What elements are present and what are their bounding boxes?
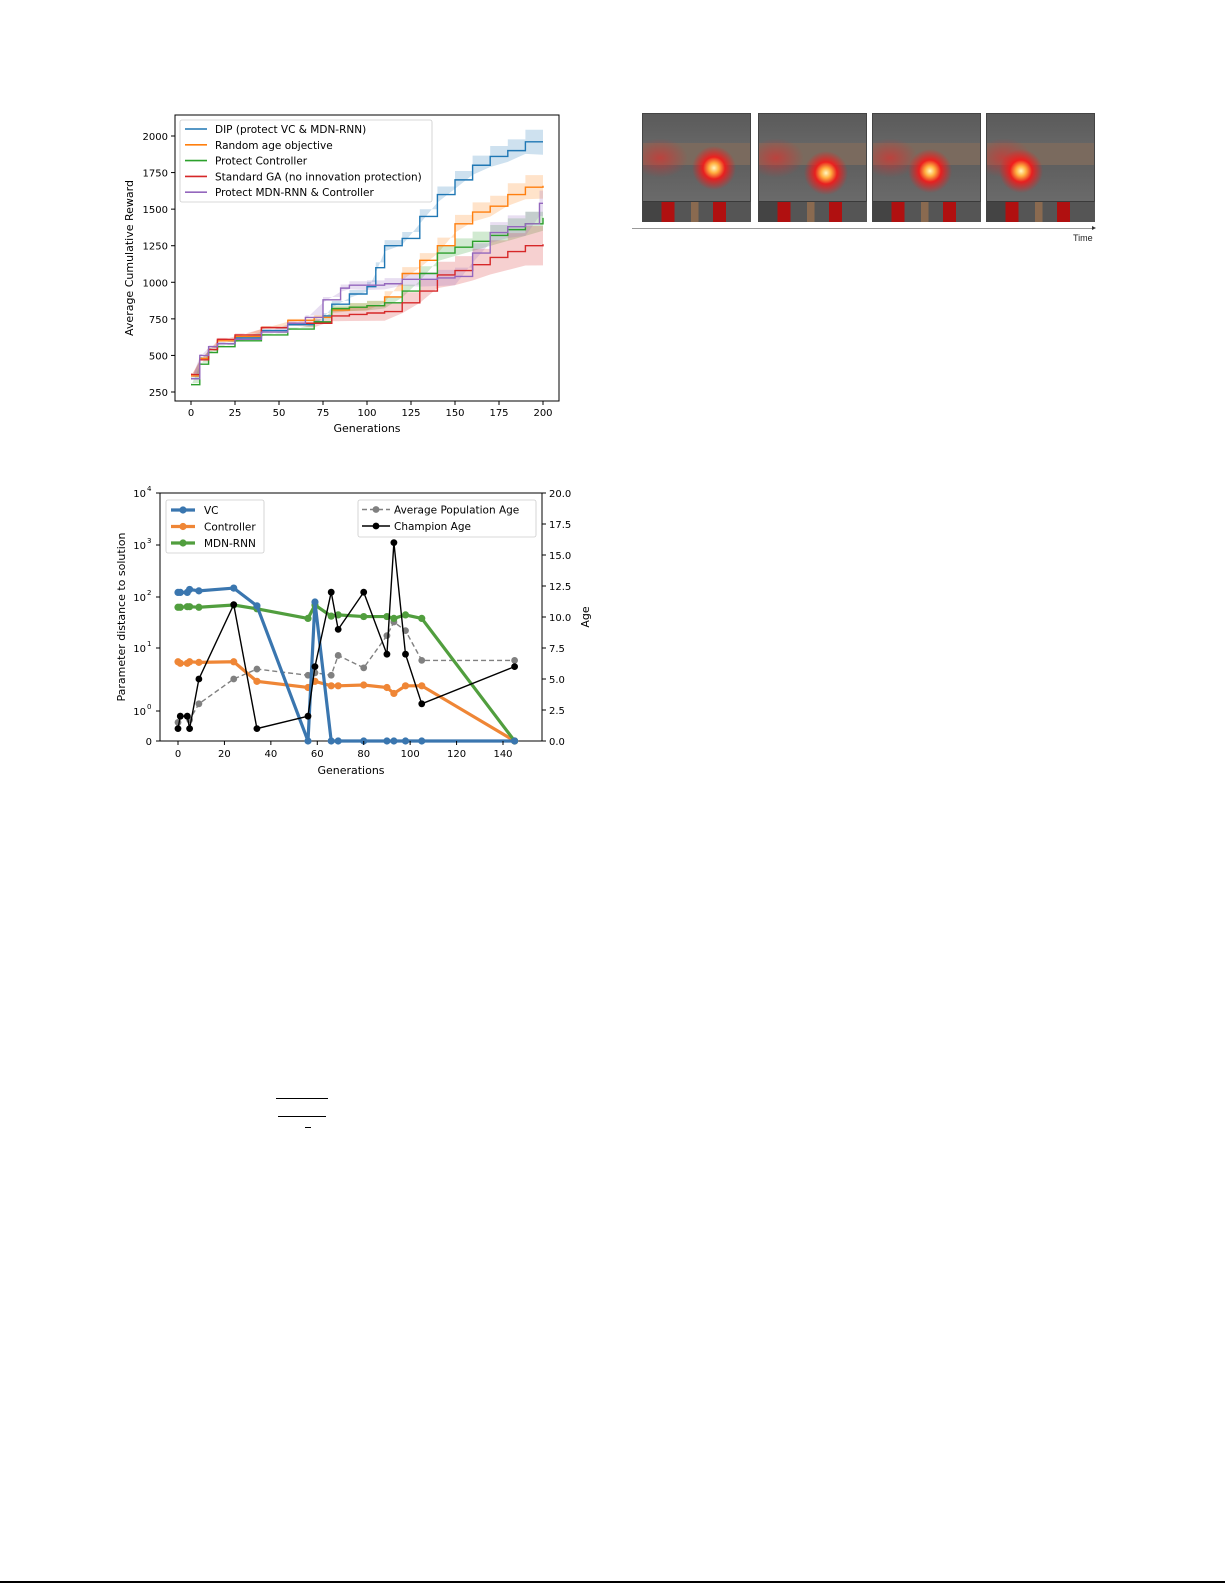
svg-text:0: 0	[175, 749, 181, 760]
svg-text:1: 1	[147, 640, 151, 648]
svg-text:2000: 2000	[143, 132, 168, 143]
series-lines	[174, 539, 519, 745]
svg-text:100: 100	[357, 408, 376, 419]
hud-bar	[872, 202, 981, 222]
time-axis-label: Time	[1073, 233, 1093, 243]
y-axis-right-ticks: 0.0 2.5 5.0 7.5 10.0 12.5 15.0 17.5 20.0	[542, 489, 571, 748]
fraction-rule-2	[278, 1116, 326, 1117]
legend-entry: Protect MDN-RNN & Controller	[215, 187, 374, 199]
svg-text:0: 0	[147, 703, 151, 711]
legend-entry: Standard GA (no innovation protection)	[215, 171, 422, 183]
frame-2	[758, 113, 867, 222]
svg-text:0.0: 0.0	[549, 737, 565, 748]
svg-text:12.5: 12.5	[549, 582, 571, 593]
legend-entry: Protect Controller	[215, 156, 308, 168]
svg-text:0: 0	[146, 737, 152, 748]
fraction-rule-3	[305, 1127, 311, 1128]
svg-text:5.0: 5.0	[549, 675, 565, 686]
svg-text:10: 10	[133, 489, 146, 500]
y-axis-right-label: Age	[579, 606, 592, 628]
svg-text:100: 100	[401, 749, 420, 760]
svg-text:500: 500	[149, 351, 168, 362]
svg-text:75: 75	[317, 408, 330, 419]
svg-text:125: 125	[401, 408, 420, 419]
legend-entry: Random age objective	[215, 140, 333, 152]
saliency-frames-figure: Time	[630, 105, 1100, 250]
frame-1	[642, 113, 751, 222]
time-axis-line	[632, 228, 1094, 229]
x-axis-label: Generations	[317, 764, 384, 777]
hud-bar	[758, 202, 867, 222]
svg-text:17.5: 17.5	[549, 520, 571, 531]
legend-entry: MDN-RNN	[204, 538, 256, 550]
x-axis-ticks: 0 25 50 75 100 125 150 175 200	[188, 401, 553, 419]
svg-text:3: 3	[147, 537, 151, 545]
reward-chart: 0 25 50 75 100 125 150 175 200 250 500 750 1000 1250…	[123, 114, 560, 435]
fraction-rule-1	[276, 1098, 328, 1099]
hud-bar	[642, 202, 751, 222]
y-axis-ticks: 250 500 750 1000 1250 1500 1750 2000	[143, 132, 175, 399]
svg-text:2: 2	[147, 589, 151, 597]
x-axis-label: Generations	[333, 422, 400, 435]
time-arrow-icon	[1092, 226, 1096, 230]
legend-entry: Controller	[204, 522, 256, 534]
legend-entry: Average Population Age	[394, 505, 519, 517]
legend-entry: VC	[204, 505, 219, 517]
svg-text:1250: 1250	[143, 242, 168, 253]
svg-text:200: 200	[533, 408, 552, 419]
svg-text:250: 250	[149, 388, 168, 399]
legend: DIP (protect VC & MDN-RNN) Random age obj…	[179, 119, 433, 203]
svg-text:20.0: 20.0	[549, 489, 571, 500]
svg-text:140: 140	[493, 749, 512, 760]
series-lines	[191, 141, 544, 386]
y-axis-left-label: Parameter distance to solution	[115, 533, 128, 702]
svg-text:15.0: 15.0	[549, 551, 571, 562]
svg-text:10: 10	[133, 644, 146, 655]
svg-text:80: 80	[357, 749, 370, 760]
svg-text:1500: 1500	[143, 205, 168, 216]
y-axis-label: Average Cumulative Reward	[123, 180, 136, 336]
svg-text:150: 150	[445, 408, 464, 419]
svg-text:25: 25	[229, 408, 242, 419]
svg-text:1000: 1000	[143, 278, 168, 289]
legend-entry: Champion Age	[394, 521, 471, 533]
svg-text:10: 10	[133, 707, 146, 718]
legend-entry: DIP (protect VC & MDN-RNN)	[215, 124, 366, 136]
svg-text:10: 10	[133, 593, 146, 604]
legend-right: Average Population Age Champion Age	[357, 499, 537, 538]
legend-left: VC Controller MDN-RNN	[165, 499, 265, 554]
svg-text:750: 750	[149, 315, 168, 326]
frame-3	[872, 113, 981, 222]
svg-text:40: 40	[264, 749, 277, 760]
svg-text:20: 20	[218, 749, 231, 760]
svg-text:120: 120	[447, 749, 466, 760]
svg-text:2.5: 2.5	[549, 706, 565, 717]
svg-text:1750: 1750	[143, 169, 168, 180]
svg-text:0: 0	[188, 408, 194, 419]
svg-text:10.0: 10.0	[549, 613, 571, 624]
svg-text:50: 50	[273, 408, 286, 419]
x-axis-ticks: 0 20 40 60 80 100 120 140	[175, 741, 513, 760]
frame-4	[986, 113, 1095, 222]
svg-text:4: 4	[147, 485, 152, 493]
svg-text:175: 175	[489, 408, 508, 419]
svg-text:10: 10	[133, 541, 146, 552]
svg-text:60: 60	[311, 749, 324, 760]
hud-bar	[986, 202, 1095, 222]
page-bottom-rule	[0, 1581, 1225, 1583]
svg-text:7.5: 7.5	[549, 644, 565, 655]
